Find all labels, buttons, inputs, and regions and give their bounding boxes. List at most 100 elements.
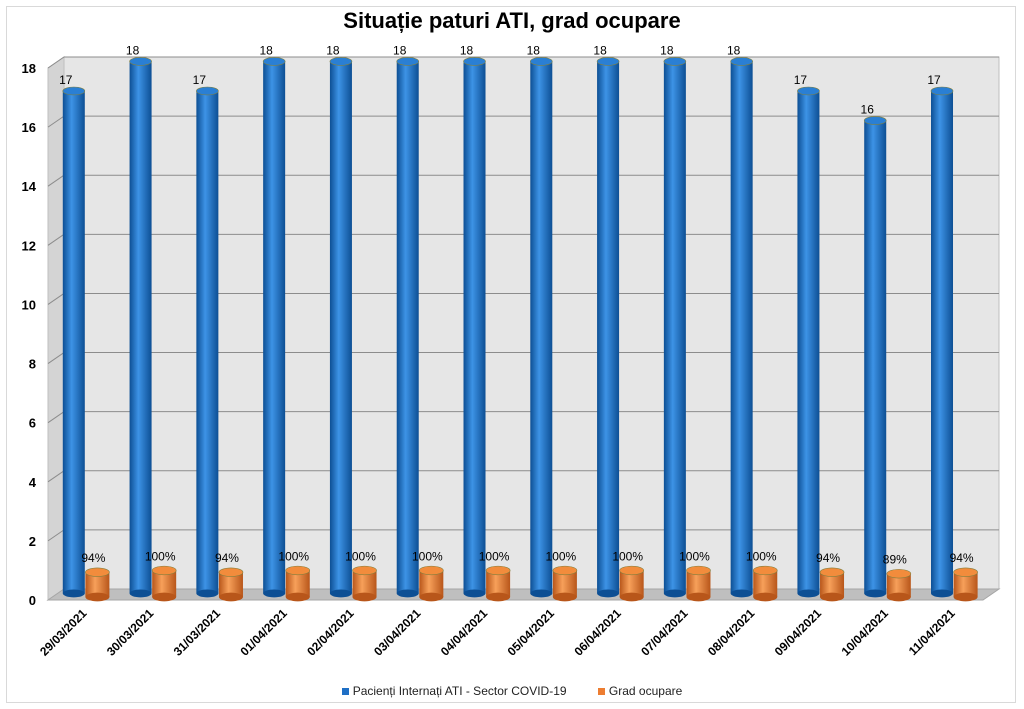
y-tick-label: 2 [29, 534, 36, 549]
bar-patients [329, 57, 353, 598]
data-label-occupancy: 100% [278, 549, 309, 563]
gridline-side [47, 470, 65, 483]
y-tick-label: 16 [22, 120, 36, 135]
data-label-patients: 18 [660, 43, 674, 57]
legend: Pacienți Internați ATI - Sector COVID-19… [0, 684, 1024, 698]
x-tick-label: 07/04/2021 [638, 606, 691, 659]
x-tick-label: 08/04/2021 [705, 606, 758, 659]
bar-occupancy [151, 565, 177, 602]
x-tick-label: 05/04/2021 [505, 606, 558, 659]
legend-swatch-icon [597, 688, 605, 696]
bar-occupancy [85, 567, 110, 602]
floor [46, 588, 1001, 601]
bars [62, 57, 978, 602]
legend-label: Pacienți Internați ATI - Sector COVID-19 [352, 684, 567, 698]
data-label-occupancy: 100% [412, 549, 443, 563]
side-wall [47, 56, 65, 601]
bar-patients [262, 57, 286, 598]
gridline-side [47, 352, 65, 364]
x-tick-label: 30/03/2021 [104, 606, 157, 659]
gridline-side [47, 174, 65, 187]
data-label-patients: 17 [59, 73, 73, 87]
bar-occupancy [953, 567, 978, 602]
y-tick-label: 10 [22, 297, 36, 312]
data-label-occupancy: 89% [883, 553, 907, 567]
data-label-patients: 16 [861, 103, 875, 117]
gridline-side [47, 233, 65, 246]
data-label-patients: 18 [259, 43, 273, 57]
bar-patients [529, 57, 553, 598]
bar-patients [62, 86, 86, 598]
data-label-occupancy: 94% [816, 551, 840, 565]
bar-patients [129, 57, 152, 598]
y-tick-label: 8 [29, 357, 36, 372]
gridline-side [47, 411, 65, 424]
data-label-patients: 18 [126, 43, 140, 57]
y-tick-label: 12 [22, 238, 36, 253]
x-tick-label: 09/04/2021 [772, 606, 825, 659]
y-tick-label: 4 [29, 475, 37, 490]
legend-item-series-2: Grad ocupare [597, 684, 683, 698]
bar-patients [930, 86, 954, 598]
bar-occupancy [285, 565, 311, 602]
gridline-side [47, 293, 65, 305]
chart-title: Situație paturi ATI, grad ocupare [343, 8, 681, 33]
y-tick-label: 6 [29, 416, 36, 431]
bar-patients [730, 57, 753, 598]
bar-patients [596, 57, 620, 598]
x-axis: 29/03/2021 30/03/2021 31/03/2021 01/04/2021… [37, 606, 958, 659]
bar-patients [663, 57, 687, 598]
legend-item-series-1: Pacienți Internați ATI - Sector COVID-19 [341, 684, 567, 698]
bar-patients [463, 57, 486, 598]
data-label-patients: 18 [593, 43, 607, 57]
x-tick-label: 03/04/2021 [371, 606, 424, 659]
plot-background [46, 56, 1001, 601]
gridline-side [47, 529, 65, 542]
gridline-side [47, 56, 65, 69]
gridline-side [47, 115, 65, 128]
data-label-occupancy: 94% [215, 551, 239, 565]
data-label-patients: 18 [326, 43, 340, 57]
y-tick-label: 14 [22, 179, 37, 194]
data-label-occupancy: 100% [612, 549, 643, 563]
bar-patients [797, 86, 820, 598]
bar-occupancy [419, 565, 444, 602]
bar-occupancy [485, 565, 511, 602]
data-label-occupancy: 100% [546, 549, 577, 563]
bar-occupancy [352, 565, 377, 602]
x-tick-label: 10/04/2021 [839, 606, 892, 659]
bar-occupancy [552, 565, 578, 602]
bar-patients [196, 86, 219, 598]
bar-occupancy [752, 565, 778, 602]
data-label-patients: 18 [460, 43, 474, 57]
data-label-patients: 18 [527, 43, 541, 57]
bar-occupancy [686, 565, 711, 602]
data-label-occupancy: 100% [679, 549, 710, 563]
bar-patients [863, 116, 887, 598]
data-label-patients: 17 [927, 73, 941, 87]
x-tick-label: 06/04/2021 [571, 606, 624, 659]
y-tick-label: 0 [29, 593, 36, 608]
bar-occupancy [819, 567, 845, 602]
data-label-occupancy: 100% [145, 549, 176, 563]
y-axis: 0 2 4 6 8 10 12 14 16 18 [22, 61, 37, 608]
data-label-occupancy: 94% [950, 551, 974, 565]
legend-label: Grad ocupare [608, 684, 683, 698]
bar-occupancy [886, 569, 912, 602]
data-labels: 17 94% 18 100% 17 94% 18 100% 18 100% 18 100% 18 100%… [59, 43, 974, 566]
legend-swatch-icon [341, 688, 349, 696]
x-tick-label: 04/04/2021 [438, 606, 491, 659]
x-tick-label: 02/04/2021 [304, 606, 357, 659]
bar-occupancy [218, 567, 244, 602]
data-label-occupancy: 100% [479, 549, 510, 563]
data-label-patients: 17 [193, 73, 207, 87]
data-label-occupancy: 94% [81, 551, 105, 565]
data-label-patients: 17 [794, 73, 808, 87]
data-label-occupancy: 100% [746, 549, 777, 563]
bar-patients [396, 57, 420, 598]
y-tick-label: 18 [22, 61, 36, 76]
x-tick-label: 29/03/2021 [37, 606, 90, 659]
data-label-occupancy: 100% [345, 549, 376, 563]
data-label-patients: 18 [393, 43, 407, 57]
bar-occupancy [619, 565, 644, 602]
